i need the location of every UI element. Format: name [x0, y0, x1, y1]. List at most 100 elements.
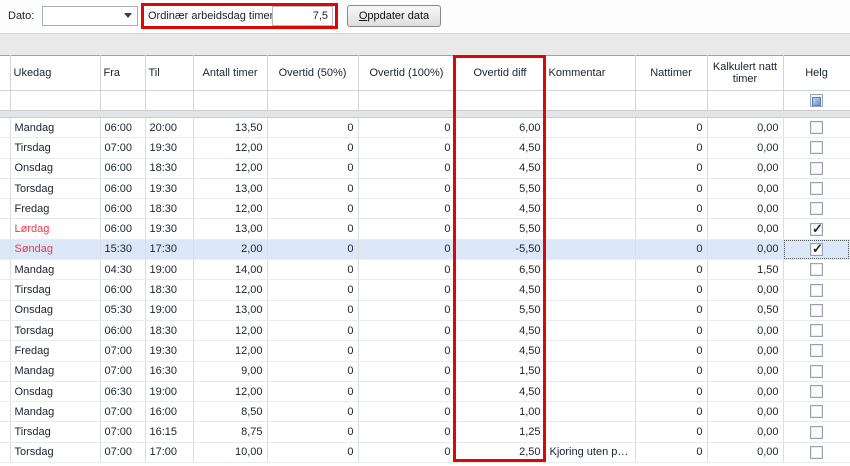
cell-nattimer[interactable]: 0	[635, 442, 707, 462]
table-row[interactable]: Torsdag07:0017:0010,00002,50Kjoring uten…	[0, 442, 850, 462]
cell-kalkulert-natt-timer[interactable]: 0,00	[707, 219, 783, 239]
cell-ukedag[interactable]: Torsdag	[10, 178, 100, 198]
cell-antall-timer[interactable]: 10,00	[193, 442, 267, 462]
cell-til[interactable]: 19:00	[145, 381, 193, 401]
cell-overtid-diff[interactable]: 4,50	[455, 199, 545, 219]
table-row[interactable]: Mandag06:0020:0013,50006,0000,00	[0, 118, 850, 138]
cell-nattimer[interactable]: 0	[635, 118, 707, 138]
cell-helg[interactable]	[783, 260, 850, 280]
cell-indicator[interactable]	[0, 402, 10, 422]
table-row[interactable]: Tirsdag07:0016:158,75001,2500,00	[0, 422, 850, 442]
cell-kalkulert-natt-timer[interactable]: 1,50	[707, 260, 783, 280]
cell-ukedag[interactable]: Mandag	[10, 361, 100, 381]
table-row[interactable]: Lørdag06:0019:3013,00005,5000,00	[0, 219, 850, 239]
cell-overtid-100[interactable]: 0	[358, 361, 455, 381]
cell-overtid-diff[interactable]: 5,50	[455, 178, 545, 198]
cell-indicator[interactable]	[0, 280, 10, 300]
cell-kalkulert-natt-timer[interactable]: 0,00	[707, 341, 783, 361]
helg-checkbox[interactable]	[810, 284, 823, 297]
cell-helg[interactable]	[783, 422, 850, 442]
cell-indicator[interactable]	[0, 361, 10, 381]
cell-overtid-50[interactable]: 0	[267, 219, 358, 239]
cell-overtid-diff[interactable]: 4,50	[455, 280, 545, 300]
cell-helg[interactable]	[783, 199, 850, 219]
cell-kommentar[interactable]	[545, 361, 635, 381]
cell-antall-timer[interactable]: 12,00	[193, 320, 267, 340]
cell-kommentar[interactable]	[545, 118, 635, 138]
cell-kommentar[interactable]	[545, 280, 635, 300]
table-row[interactable]: Torsdag06:0018:3012,00004,5000,00	[0, 320, 850, 340]
cell-overtid-diff[interactable]: 1,00	[455, 402, 545, 422]
helg-checkbox[interactable]	[810, 304, 823, 317]
cell-overtid-50[interactable]: 0	[267, 178, 358, 198]
cell-kalkulert-natt-timer[interactable]: 0,00	[707, 422, 783, 442]
cell-fra[interactable]: 07:00	[100, 442, 145, 462]
cell-helg[interactable]	[783, 118, 850, 138]
cell-overtid-50[interactable]: 0	[267, 320, 358, 340]
cell-helg[interactable]	[783, 381, 850, 401]
cell-nattimer[interactable]: 0	[635, 178, 707, 198]
oppdater-data-button[interactable]: Oppdater data	[347, 5, 441, 27]
cell-helg[interactable]	[783, 300, 850, 320]
cell-til[interactable]: 19:00	[145, 260, 193, 280]
cell-nattimer[interactable]: 0	[635, 280, 707, 300]
cell-overtid-50[interactable]: 0	[267, 402, 358, 422]
cell-antall-timer[interactable]: 13,00	[193, 178, 267, 198]
cell-til[interactable]: 16:30	[145, 361, 193, 381]
cell-indicator[interactable]	[0, 219, 10, 239]
helg-checkbox[interactable]	[810, 446, 823, 459]
cell-antall-timer[interactable]: 2,00	[193, 239, 267, 259]
helg-checkbox[interactable]	[810, 121, 823, 134]
cell-ukedag[interactable]: Fredag	[10, 199, 100, 219]
cell-indicator[interactable]	[0, 422, 10, 442]
cell-antall-timer[interactable]: 12,00	[193, 199, 267, 219]
table-row[interactable]: Fredag06:0018:3012,00004,5000,00	[0, 199, 850, 219]
cell-overtid-100[interactable]: 0	[358, 422, 455, 442]
cell-nattimer[interactable]: 0	[635, 320, 707, 340]
cell-helg[interactable]	[783, 442, 850, 462]
cell-overtid-diff[interactable]: 4,50	[455, 320, 545, 340]
cell-kalkulert-natt-timer[interactable]: 0,50	[707, 300, 783, 320]
table-row[interactable]: Onsdag05:3019:0013,00005,5000,50	[0, 300, 850, 320]
helg-checkbox[interactable]	[810, 426, 823, 439]
cell-kalkulert-natt-timer[interactable]: 0,00	[707, 402, 783, 422]
col-header-nattimer[interactable]: Nattimer	[635, 56, 707, 91]
cell-fra[interactable]: 07:00	[100, 341, 145, 361]
cell-kalkulert-natt-timer[interactable]: 0,00	[707, 442, 783, 462]
cell-nattimer[interactable]: 0	[635, 361, 707, 381]
cell-overtid-50[interactable]: 0	[267, 361, 358, 381]
cell-overtid-50[interactable]: 0	[267, 300, 358, 320]
cell-overtid-diff[interactable]: -5,50	[455, 239, 545, 259]
col-header-overtid-diff[interactable]: Overtid diff	[455, 56, 545, 91]
cell-fra[interactable]: 06:00	[100, 280, 145, 300]
newrow-cell-antall-timer[interactable]	[193, 91, 267, 111]
helg-checkbox[interactable]	[810, 385, 823, 398]
cell-ukedag[interactable]: Lørdag	[10, 219, 100, 239]
table-row[interactable]: Tirsdag07:0019:3012,00004,5000,00	[0, 138, 850, 158]
cell-fra[interactable]: 06:00	[100, 178, 145, 198]
cell-til[interactable]: 17:00	[145, 442, 193, 462]
cell-kommentar[interactable]	[545, 402, 635, 422]
cell-fra[interactable]: 07:00	[100, 402, 145, 422]
cell-overtid-100[interactable]: 0	[358, 381, 455, 401]
cell-kalkulert-natt-timer[interactable]: 0,00	[707, 199, 783, 219]
cell-indicator[interactable]	[0, 341, 10, 361]
cell-overtid-100[interactable]: 0	[358, 300, 455, 320]
cell-overtid-diff[interactable]: 4,50	[455, 158, 545, 178]
cell-nattimer[interactable]: 0	[635, 239, 707, 259]
cell-kalkulert-natt-timer[interactable]: 0,00	[707, 138, 783, 158]
helg-checkbox[interactable]	[810, 202, 823, 215]
newrow-cell-fra[interactable]	[100, 91, 145, 111]
cell-til[interactable]: 16:15	[145, 422, 193, 442]
cell-nattimer[interactable]: 0	[635, 219, 707, 239]
cell-antall-timer[interactable]: 9,00	[193, 361, 267, 381]
newrow-cell-ukedag[interactable]	[10, 91, 100, 111]
cell-ukedag[interactable]: Søndag	[10, 239, 100, 259]
cell-kalkulert-natt-timer[interactable]: 0,00	[707, 239, 783, 259]
cell-ukedag[interactable]: Onsdag	[10, 158, 100, 178]
cell-ukedag[interactable]: Tirsdag	[10, 138, 100, 158]
cell-overtid-50[interactable]: 0	[267, 381, 358, 401]
cell-overtid-50[interactable]: 0	[267, 199, 358, 219]
cell-kommentar[interactable]	[545, 381, 635, 401]
cell-kommentar[interactable]	[545, 199, 635, 219]
